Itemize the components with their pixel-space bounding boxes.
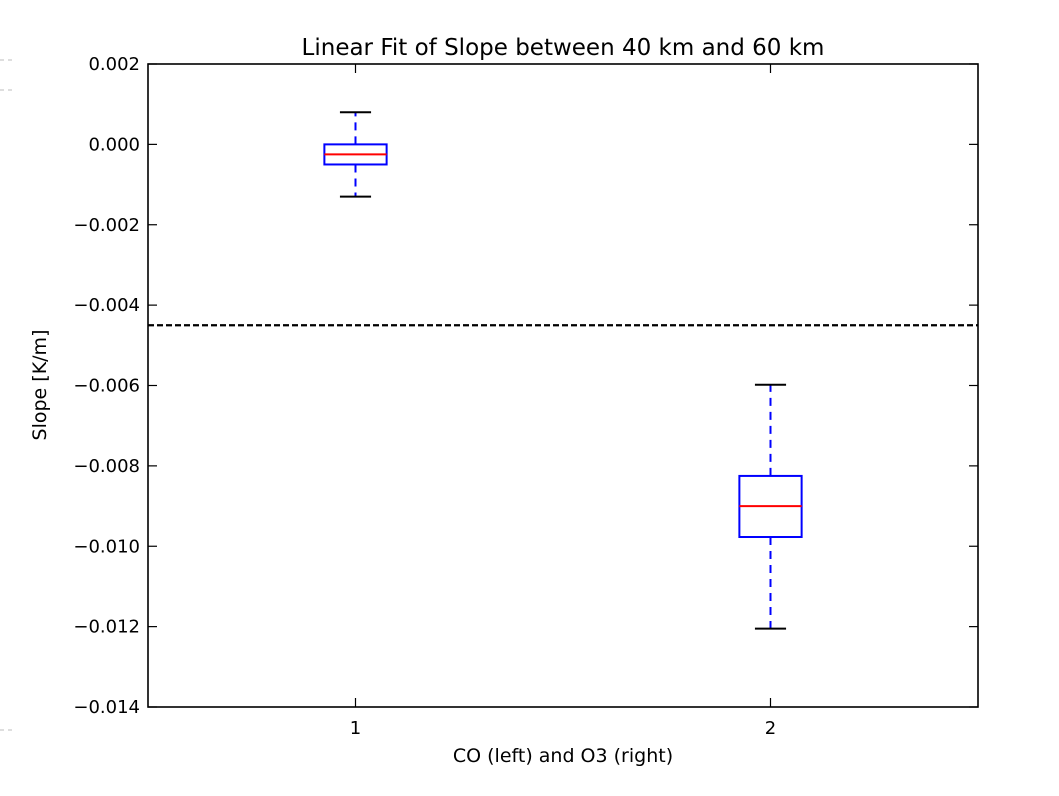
y-tick-label: −0.010 xyxy=(73,536,140,557)
y-tick-label: −0.014 xyxy=(73,697,140,718)
y-tick-label: −0.012 xyxy=(73,617,140,638)
y-tick-label: 0.000 xyxy=(88,134,140,155)
y-axis-title: Slope [K/m] xyxy=(29,330,51,441)
x-axis-title: CO (left) and O3 (right) xyxy=(453,745,673,767)
y-tick-label: −0.008 xyxy=(73,456,140,477)
x-tick-label: 2 xyxy=(765,718,776,739)
plot-area: 0.002 0.000 −0.002 −0.004 −0.006 −0.008 −0.010… xyxy=(73,54,979,739)
y-tick-label: −0.004 xyxy=(73,295,140,316)
y-tick-label: −0.006 xyxy=(73,376,140,397)
axes-frame xyxy=(147,63,979,708)
box-plot-1 xyxy=(323,111,388,198)
boxes-layer xyxy=(323,111,803,630)
y-tick-label: −0.002 xyxy=(73,215,140,236)
y-ticks: 0.002 0.000 −0.002 −0.004 −0.006 −0.008 −0.010… xyxy=(73,54,978,718)
edge-marks xyxy=(0,59,14,731)
chart-title: Linear Fit of Slope between 40 km and 60… xyxy=(302,35,825,61)
x-tick-label: 1 xyxy=(350,718,361,739)
box-plot-2 xyxy=(738,383,803,630)
y-tick-label: 0.002 xyxy=(88,54,140,75)
